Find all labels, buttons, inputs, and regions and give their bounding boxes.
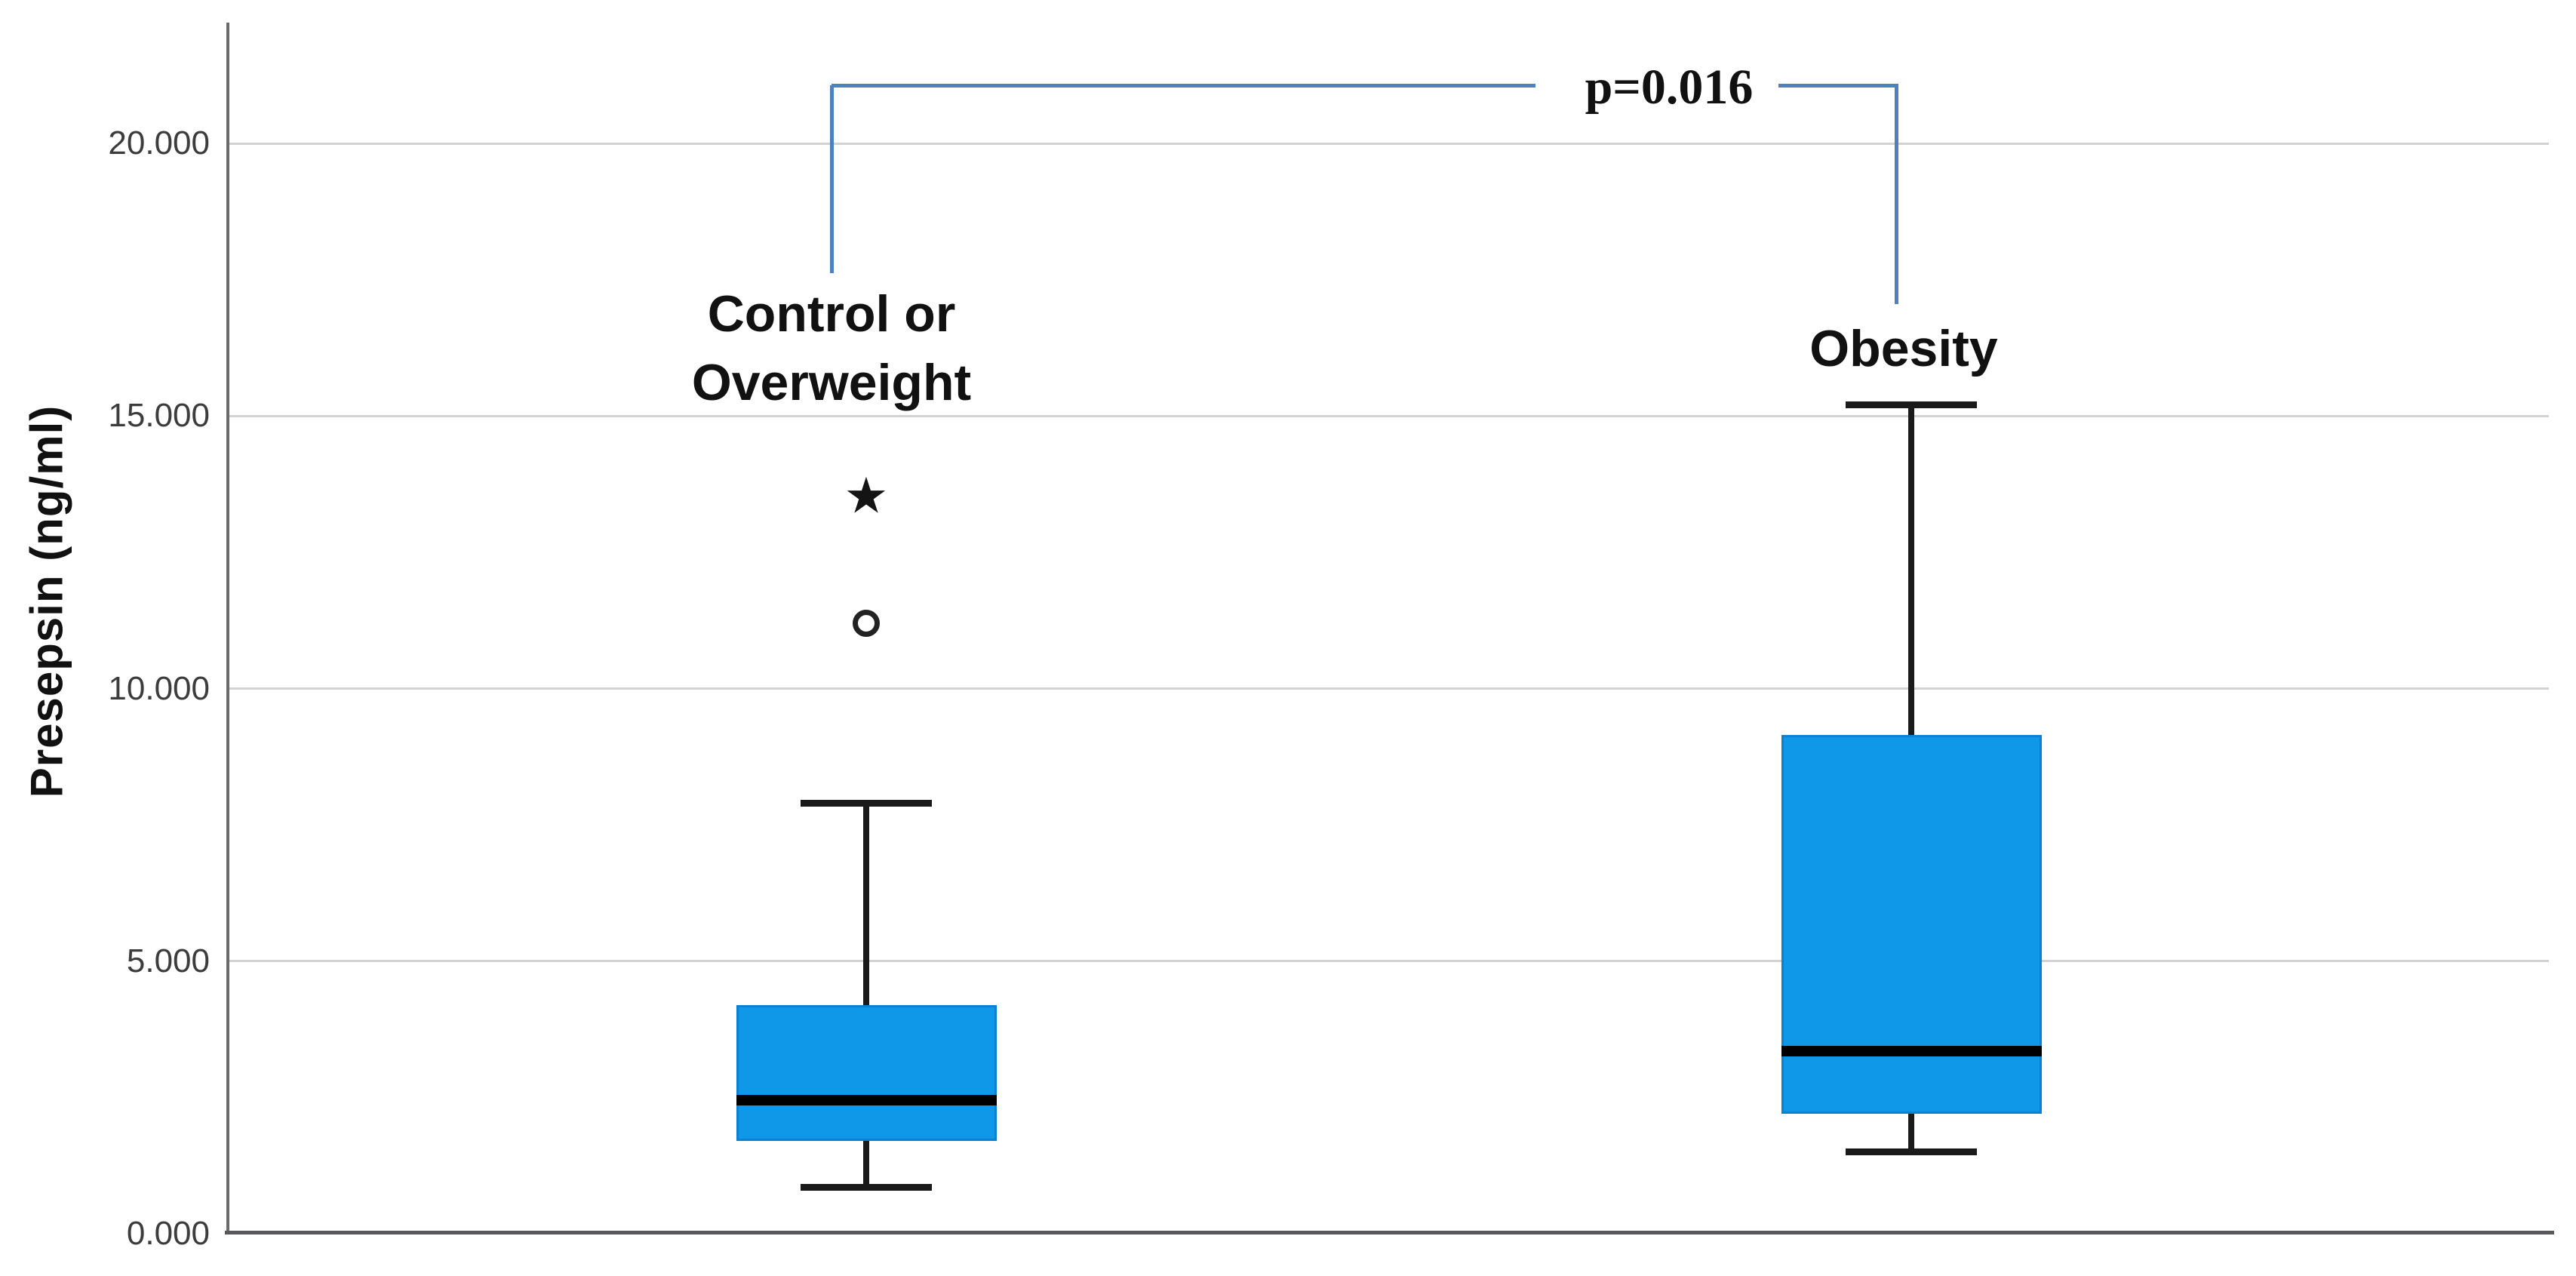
- y-axis-line: [226, 23, 229, 1234]
- gridline: [228, 414, 2549, 417]
- y-tick-label: 15.000: [108, 397, 210, 435]
- bracket-right-leg: [1894, 85, 1898, 304]
- y-tick-label: 20.000: [108, 125, 210, 161]
- x-axis-line: [225, 1231, 2554, 1234]
- gridline: [228, 142, 2549, 145]
- y-tick-label: 10.000: [108, 669, 210, 707]
- significance-p-value: p=0.016: [1585, 60, 1754, 115]
- lower-whisker-cap: [1846, 1148, 1977, 1156]
- group-label-line: Overweight: [691, 354, 972, 411]
- bracket-horizontal-left: [832, 83, 1535, 88]
- group-label-line: Obesity: [1809, 320, 1998, 377]
- gridline: [228, 687, 2549, 690]
- group-label-line: Control or: [707, 285, 956, 343]
- outlier-star: ★: [844, 466, 889, 524]
- upper-whisker-cap: [801, 799, 932, 807]
- median-line: [736, 1094, 997, 1105]
- median-line: [1781, 1045, 2042, 1056]
- y-tick-label: 0.000: [126, 1215, 210, 1252]
- box-iqr: [1781, 734, 2042, 1115]
- box-iqr: [736, 1004, 997, 1142]
- lower-whisker-line: [1908, 1114, 1914, 1152]
- upper-whisker-line: [863, 803, 869, 1005]
- y-tick-label: 5.000: [126, 942, 210, 979]
- upper-whisker-line: [1908, 404, 1914, 735]
- group-label-obesity: Obesity: [1526, 315, 2281, 383]
- lower-whisker-cap: [801, 1184, 932, 1191]
- bracket-horizontal-right: [1778, 83, 1898, 88]
- gridline: [228, 960, 2549, 963]
- outlier-circle: [853, 609, 880, 637]
- group-label-control-or-overweight: Control or Overweight: [454, 280, 1209, 417]
- bracket-left-leg: [829, 85, 834, 273]
- upper-whisker-cap: [1846, 401, 1977, 409]
- lower-whisker-line: [863, 1141, 869, 1188]
